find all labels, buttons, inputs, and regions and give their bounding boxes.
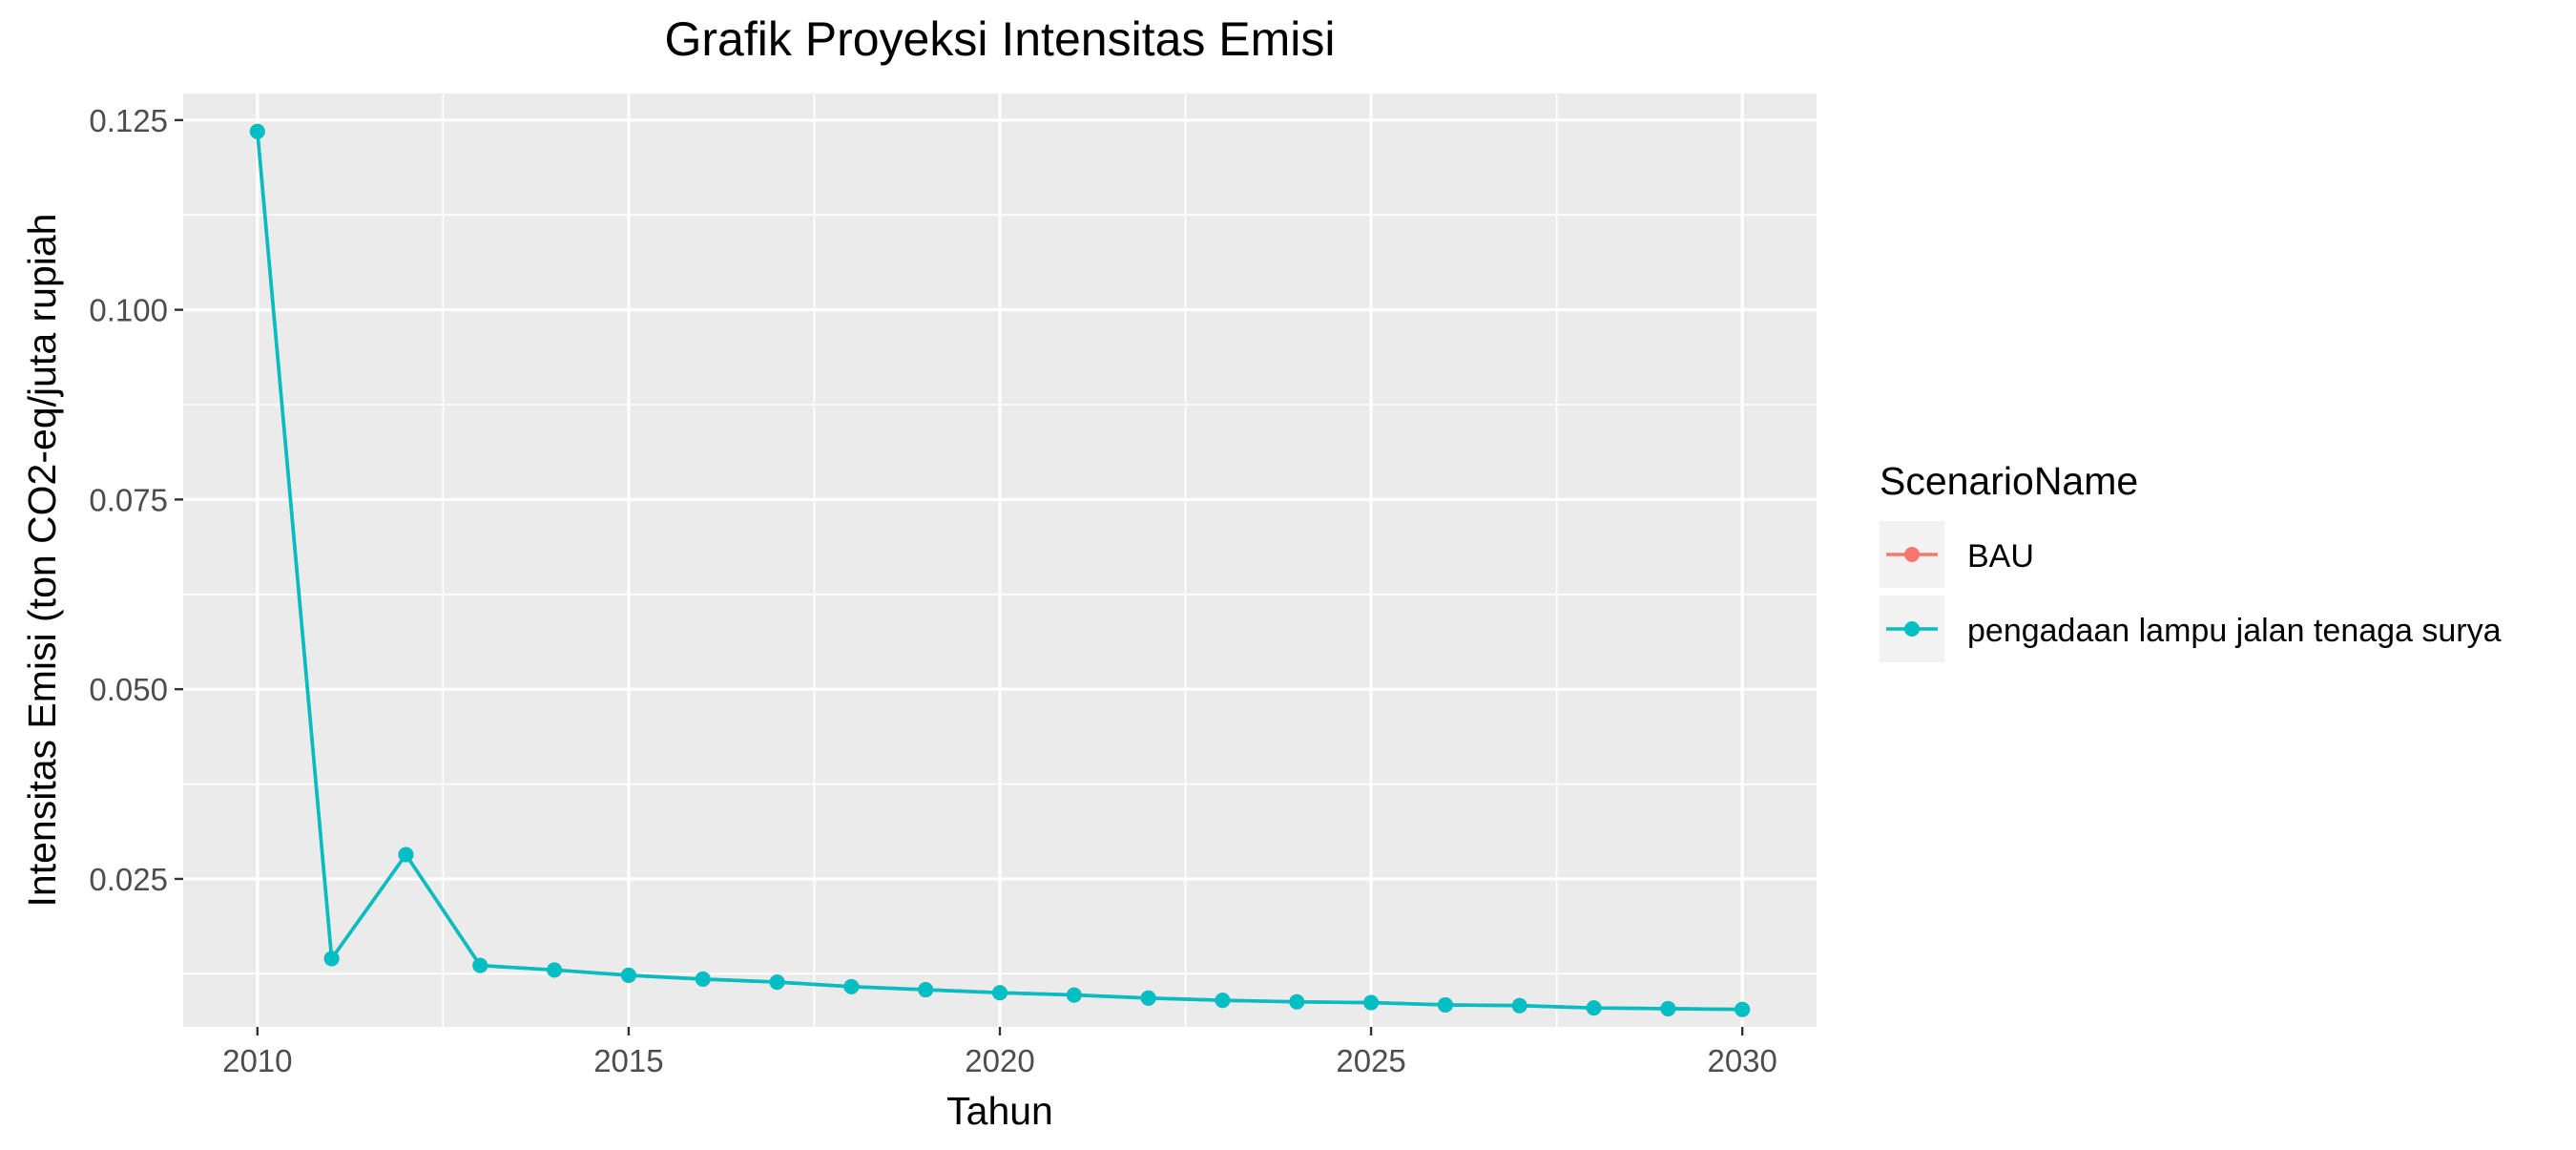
data-point-1 [249,123,265,139]
x-axis-ticks: 2010 2015 2020 2025 2030 [222,1027,1777,1078]
data-point-1 [398,847,414,863]
series-layer [249,123,1751,1017]
y-axis-label: Intensitas Emisi (ton CO2-eq/juta rupiah [20,214,64,908]
data-point-1 [1363,994,1380,1011]
chart-title: Grafik Proyeksi Intensitas Emisi [665,12,1336,66]
data-point-1 [1289,993,1305,1010]
legend-label-surya: pengadaan lampu jalan tenaga surya [1967,613,2502,649]
legend-key-point-bau [1904,547,1920,562]
data-point-1 [918,982,934,998]
y-tick-label: 0.125 [89,103,168,138]
data-point-1 [992,985,1008,1001]
y-tick-label: 0.075 [89,482,168,517]
x-tick-label: 2020 [965,1043,1034,1078]
data-point-1 [769,974,785,991]
data-point-1 [1437,996,1453,1013]
x-axis-label: Tahun [946,1089,1053,1133]
data-point-1 [695,971,711,987]
legend-title: ScenarioName [1880,459,2138,503]
data-point-1 [1735,1001,1751,1017]
data-point-1 [1215,993,1231,1009]
data-point-1 [472,957,488,973]
y-axis-ticks: 0.025 0.050 0.075 0.100 0.125 [89,103,183,897]
x-tick-label: 2015 [593,1043,663,1078]
y-tick-label: 0.025 [89,862,168,897]
data-point-1 [1511,997,1527,1014]
y-tick-label: 0.050 [89,672,168,707]
data-point-1 [547,962,563,978]
data-point-1 [1140,990,1156,1006]
legend-key-point-surya [1904,621,1920,637]
x-tick-label: 2030 [1707,1043,1776,1078]
data-point-1 [620,967,636,983]
data-point-1 [843,978,860,994]
y-tick-label: 0.100 [89,293,168,328]
legend-label-bau: BAU [1967,538,2034,575]
data-point-1 [323,951,340,967]
major-gridlines [183,94,1817,1027]
x-tick-label: 2025 [1336,1043,1405,1078]
data-point-1 [1586,1000,1602,1016]
legend: ScenarioName BAU pengadaan lampu jalan t… [1880,459,2502,662]
data-point-1 [1660,1000,1676,1016]
x-tick-label: 2010 [222,1043,292,1078]
data-point-1 [1066,987,1082,1003]
